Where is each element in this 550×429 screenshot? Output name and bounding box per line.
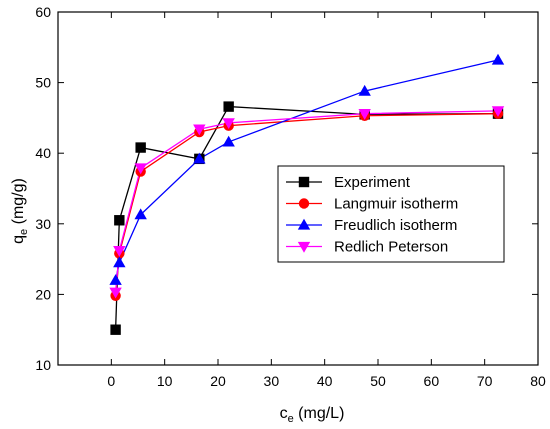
x-tick-label: 30 [264,373,280,389]
series-3-point [193,124,206,136]
x-tick-label: 20 [210,373,226,389]
series-2-point [222,135,235,147]
series-3-point [358,109,371,120]
x-tick-label: 70 [477,373,493,389]
legend-label-2: Freudlich isotherm [334,217,457,234]
series-markers [109,53,505,335]
series-3-point [491,106,505,118]
series-0-point [114,215,125,226]
legend-label-1: Langmuir isotherm [334,196,458,213]
x-axis-label-sub: e [288,413,294,425]
series-0-point [110,324,121,335]
x-tick-label: 60 [424,373,440,389]
x-axis-label-main: c [280,405,288,422]
series-2-point [134,208,147,220]
series-3-point [109,287,122,299]
series-0-point [135,142,146,153]
series-3-point [134,163,147,175]
x-tick-label: 50 [370,373,386,389]
y-tick-label: 20 [35,286,51,302]
x-axis-label: ce (mg/L) [280,405,345,425]
y-tick-label: 10 [35,357,51,373]
legend-label-3: Redlich Peterson [334,239,448,256]
y-tick-label: 30 [35,216,51,232]
y-axis-label-unit: (mg/g) [10,178,27,229]
series-3-point [222,118,235,130]
x-tick-label: 40 [317,373,333,389]
series-2-point [113,256,126,268]
axis-ticks: 0 10 20 30 40 50 60 70 80 10 20 30 40 50 60 [35,4,546,389]
legend-marker-3 [297,241,311,253]
series-2-point [193,152,206,164]
y-tick-label: 60 [35,4,51,20]
series-2-point [358,84,371,96]
plot-axes [57,11,539,366]
plot-frame [57,11,539,366]
x-tick-label: 0 [107,373,115,389]
y-tick-label: 40 [35,145,51,161]
y-axis-label-sub: e [18,229,30,235]
x-tick-label: 10 [157,373,173,389]
y-tick-label: 50 [35,75,51,91]
legend-marker-2 [297,218,311,230]
x-axis-label-unit: (mg/L) [294,405,345,422]
y-axis-label: qe (mg/g) [10,178,30,244]
series-3-point [113,245,126,257]
series-2-point [491,53,505,65]
legend-label-0: Experiment [334,174,411,191]
legend-marker-0 [298,176,310,188]
legend-marker-1 [298,198,310,209]
series-2-point [109,274,122,285]
x-tick-label: 80 [530,373,546,389]
y-axis-label-main: q [10,235,27,244]
series-0-point [223,101,234,112]
legend: Experiment Langmuir isotherm Freudlich iso… [277,165,505,263]
